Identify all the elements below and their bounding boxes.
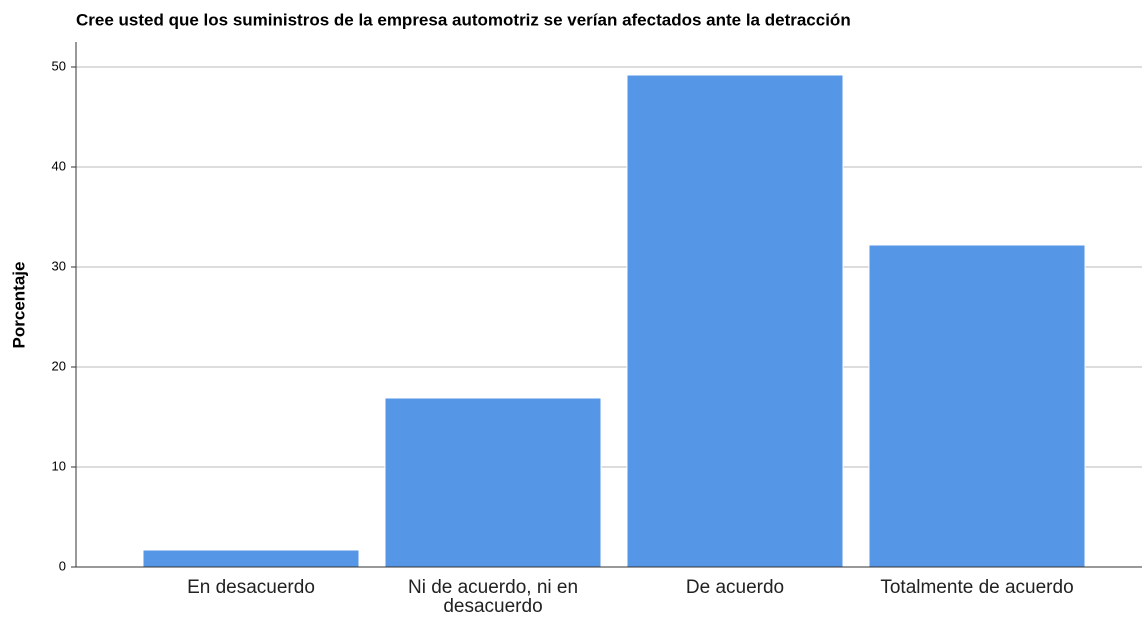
bar [868, 244, 1086, 568]
y-tick-label: 30 [52, 258, 66, 273]
bar [384, 397, 602, 568]
x-tick-label: Ni de acuerdo, ni en desacuerdo [407, 577, 579, 617]
y-axis-label: Porcentaje [9, 262, 28, 349]
y-tick-label: 0 [59, 558, 66, 573]
bar [142, 549, 360, 568]
x-tick-label: De acuerdo [685, 577, 785, 598]
y-tick-label: 50 [52, 58, 66, 73]
x-tick-label: Totalmente de acuerdo [880, 577, 1074, 598]
y-tick-label: 20 [52, 358, 66, 373]
x-tick-label: En desacuerdo [187, 577, 315, 598]
bar [626, 74, 844, 568]
y-tick-label: 40 [52, 158, 66, 173]
y-tick-label: 10 [52, 458, 66, 473]
chart-title: Cree usted que los suministros de la emp… [76, 10, 851, 29]
